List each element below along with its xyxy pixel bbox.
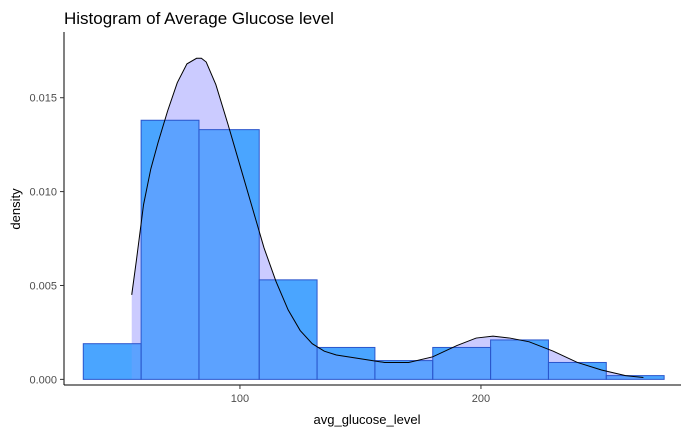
y-axis-label: density bbox=[8, 188, 23, 230]
histogram-bar-0 bbox=[82, 343, 142, 380]
histogram-bar-4 bbox=[316, 346, 376, 380]
histogram-bar-7 bbox=[490, 339, 549, 380]
y-tick-label: 0.000 bbox=[29, 374, 57, 386]
chart-title: Histogram of Average Glucose level bbox=[64, 9, 334, 28]
histogram-bar-5 bbox=[374, 360, 434, 380]
y-tick-label: 0.005 bbox=[29, 280, 57, 292]
histogram-bar-3 bbox=[258, 279, 318, 380]
density-curve bbox=[131, 57, 644, 378]
histogram-bar-2 bbox=[198, 129, 260, 380]
plot-area bbox=[82, 57, 665, 380]
x-tick-label: 100 bbox=[231, 393, 249, 405]
x-tick-label: 200 bbox=[472, 393, 490, 405]
x-axis-label: avg_glucose_level bbox=[314, 412, 421, 427]
histogram-bar-1 bbox=[140, 119, 200, 380]
histogram-bar-8 bbox=[547, 361, 607, 380]
y-tick-label: 0.010 bbox=[29, 187, 57, 199]
y-axis-ticks: 0.000 0.005 0.010 0.015 bbox=[29, 93, 64, 386]
histogram-bar-9 bbox=[605, 375, 665, 380]
x-axis-ticks: 100 200 bbox=[231, 385, 490, 405]
y-tick-label: 0.015 bbox=[29, 93, 57, 105]
